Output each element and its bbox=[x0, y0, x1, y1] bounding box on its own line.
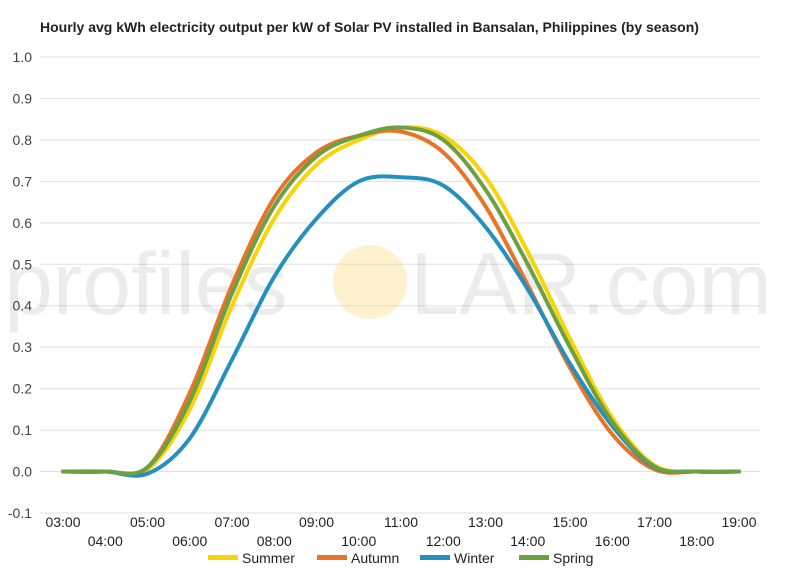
x-tick-label: 17:00 bbox=[637, 514, 672, 530]
legend-label: Winter bbox=[454, 550, 495, 566]
legend-label: Autumn bbox=[351, 550, 399, 566]
x-tick-label: 11:00 bbox=[384, 514, 418, 530]
sun-icon bbox=[333, 245, 407, 319]
y-tick-label: 0.4 bbox=[13, 298, 33, 314]
y-tick-label: 1.0 bbox=[13, 49, 33, 65]
watermark: profiles LAR.com bbox=[4, 234, 772, 333]
watermark-text: profiles bbox=[4, 234, 288, 333]
y-tick-label: 0.2 bbox=[13, 381, 33, 397]
legend-item-autumn[interactable]: Autumn bbox=[317, 550, 399, 566]
x-tick-label: 08:00 bbox=[257, 533, 292, 549]
x-tick-label: 16:00 bbox=[595, 533, 630, 549]
y-tick-label: 0.5 bbox=[13, 256, 33, 272]
x-tick-label: 04:00 bbox=[88, 533, 123, 549]
x-tick-label: 09:00 bbox=[299, 514, 334, 530]
chart-title: Hourly avg kWh electricity output per kW… bbox=[40, 19, 699, 35]
x-tick-label: 07:00 bbox=[214, 514, 249, 530]
y-tick-label: 0.6 bbox=[13, 215, 33, 231]
x-tick-label: 05:00 bbox=[130, 514, 165, 530]
legend-item-spring[interactable]: Spring bbox=[519, 550, 593, 566]
legend-item-winter[interactable]: Winter bbox=[420, 550, 495, 566]
y-tick-label: 0.7 bbox=[13, 173, 33, 189]
legend-item-summer[interactable]: Summer bbox=[208, 550, 295, 566]
y-tick-label: 0.1 bbox=[13, 422, 33, 438]
y-tick-label: -0.1 bbox=[8, 505, 32, 521]
legend-label: Spring bbox=[553, 550, 593, 566]
y-tick-label: 0.3 bbox=[13, 339, 33, 355]
axis-tick-labels: 1.0 0.9 0.8 0.7 0.6 0.5 0.4 0.3 0.2 0.1 0.0 -0.1 03:… bbox=[8, 49, 757, 549]
x-tick-label: 14:00 bbox=[510, 533, 545, 549]
legend-label: Summer bbox=[242, 550, 295, 566]
y-tick-label: 0.9 bbox=[13, 90, 33, 106]
legend-swatch bbox=[317, 555, 347, 560]
legend-swatch bbox=[519, 555, 549, 560]
x-tick-label: 18:00 bbox=[679, 533, 714, 549]
legend-swatch bbox=[420, 555, 450, 560]
y-tick-label: 0.8 bbox=[13, 132, 33, 148]
series-line-spring bbox=[61, 125, 741, 476]
x-tick-label: 15:00 bbox=[552, 514, 587, 530]
legend[interactable]: Summer Autumn Winter Spring bbox=[208, 550, 593, 566]
x-tick-label: 06:00 bbox=[172, 533, 207, 549]
x-tick-label: 13:00 bbox=[468, 514, 503, 530]
x-tick-label: 19:00 bbox=[721, 514, 756, 530]
x-tick-label: 10:00 bbox=[341, 533, 376, 549]
series-line-winter bbox=[61, 174, 741, 478]
series-line-autumn bbox=[61, 128, 741, 477]
series-lines bbox=[61, 125, 741, 478]
x-tick-label: 03:00 bbox=[45, 514, 80, 530]
watermark-text: LAR.com bbox=[410, 234, 772, 333]
x-tick-label: 12:00 bbox=[426, 533, 461, 549]
legend-swatch bbox=[208, 555, 238, 560]
y-tick-label: 0.0 bbox=[13, 464, 33, 480]
grid-lines bbox=[40, 56, 760, 514]
